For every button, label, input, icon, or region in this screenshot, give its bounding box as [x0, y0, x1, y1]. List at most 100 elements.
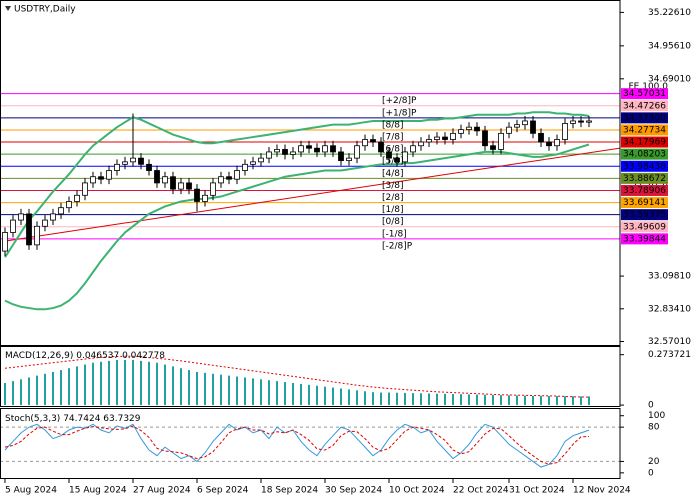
- candle-body: [74, 194, 80, 202]
- candle-body: [10, 219, 16, 233]
- murrey-label: [-1/8]: [382, 229, 407, 239]
- price-box-label: 34.47266: [623, 101, 666, 111]
- candle-body: [362, 139, 368, 147]
- candle-body: [506, 126, 512, 134]
- candle-body: [410, 145, 416, 153]
- macd-bar: [316, 385, 318, 406]
- y-tick-label: 100: [648, 411, 665, 421]
- candle-body: [130, 157, 136, 163]
- stoch-name: Stoch(5,3,3): [5, 414, 60, 424]
- trendline: [4, 147, 620, 242]
- macd-bar: [324, 386, 326, 406]
- price-box: [621, 148, 668, 160]
- y-tick-label: 35.22610: [648, 8, 691, 18]
- macd-bar: [292, 382, 294, 406]
- candle-body: [226, 176, 232, 180]
- candle-body: [394, 157, 400, 163]
- price-box-label: 34.17969: [623, 138, 666, 148]
- murrey-label: [+1/8]P: [382, 108, 417, 118]
- macd-bar: [124, 359, 126, 406]
- macd-bar: [236, 376, 238, 406]
- candle-body: [538, 132, 544, 143]
- y-tick-label: 32.83410: [648, 304, 691, 314]
- candle-body: [338, 151, 344, 162]
- macd-bar: [468, 394, 470, 406]
- macd-bar: [500, 395, 502, 406]
- macd-bar: [28, 377, 30, 406]
- panel-0: [0, 93, 620, 311]
- candle-body: [554, 139, 560, 147]
- stoch-line: [4, 423, 590, 468]
- candle-body: [266, 151, 272, 159]
- macd-bar: [388, 392, 390, 406]
- stoch-reading: 63.7329: [103, 414, 140, 424]
- x-tick-label: 31 Oct 2024: [509, 486, 565, 496]
- macd-bar: [188, 370, 190, 406]
- candle-body: [34, 225, 40, 246]
- price-box: [621, 88, 668, 100]
- stoch-reading: 74.7424: [63, 414, 100, 424]
- macd-bar: [148, 361, 150, 406]
- macd-bar: [420, 393, 422, 406]
- x-tick-label: 5 Aug 2024: [5, 486, 57, 496]
- macd-bar: [476, 394, 478, 406]
- chart-title: USDTRY,Daily: [14, 5, 76, 15]
- candle-body: [146, 163, 152, 171]
- candle-body: [514, 124, 520, 128]
- macd-bar: [20, 379, 22, 406]
- candle-body: [2, 232, 8, 252]
- macd-bar: [572, 396, 574, 406]
- price-box: [621, 100, 668, 112]
- murrey-label: [7/8]: [382, 132, 404, 142]
- price-box-label: 34.37500: [623, 113, 666, 123]
- stoch-line: [4, 425, 590, 465]
- y-tick-label: 33.09810: [648, 272, 691, 282]
- price-box: [621, 221, 668, 233]
- price-box: [621, 197, 668, 209]
- macd-bar: [244, 377, 246, 406]
- macd-bar: [412, 393, 414, 406]
- macd-bar: [460, 394, 462, 406]
- macd-bar: [92, 362, 94, 406]
- panel-1: [4, 355, 590, 406]
- candle-body: [98, 176, 104, 180]
- candle-body: [178, 182, 184, 190]
- candle-body: [330, 145, 336, 153]
- candle-body: [26, 213, 32, 246]
- price-box-label: 34.57031: [623, 89, 666, 99]
- band-line: [4, 143, 590, 311]
- candle-body: [370, 139, 376, 143]
- candle-body: [482, 130, 488, 147]
- macd-bar: [52, 371, 54, 406]
- y-tick-label: 32.57010: [648, 337, 691, 347]
- macd-bar: [108, 360, 110, 406]
- murrey-label: [1/8]: [382, 205, 404, 215]
- macd-bar: [44, 373, 46, 406]
- candle-body: [434, 136, 440, 140]
- macd-bar: [508, 395, 510, 406]
- candle-body: [234, 170, 240, 180]
- price-box: [621, 112, 668, 124]
- candle-body: [402, 151, 408, 163]
- candle-body: [50, 213, 56, 221]
- candle-body: [586, 120, 592, 123]
- candle-body: [466, 126, 472, 131]
- y-tick-label: 34.69010: [648, 74, 691, 84]
- candle-body: [106, 170, 112, 180]
- candle-body: [458, 129, 464, 134]
- candle-body: [154, 170, 160, 184]
- macd-bar: [204, 372, 206, 406]
- candle-body: [42, 219, 48, 227]
- macd-bar: [588, 396, 590, 406]
- macd-bar: [492, 394, 494, 406]
- price-box-label: 34.27734: [623, 125, 666, 135]
- candle-body: [90, 176, 96, 184]
- macd-bar: [516, 395, 518, 406]
- macd-bar: [524, 395, 526, 406]
- macd-bar: [484, 394, 486, 406]
- macd-bar: [340, 388, 342, 406]
- macd-bar: [140, 360, 142, 406]
- signal-line: [4, 355, 590, 398]
- candle-body: [298, 145, 304, 153]
